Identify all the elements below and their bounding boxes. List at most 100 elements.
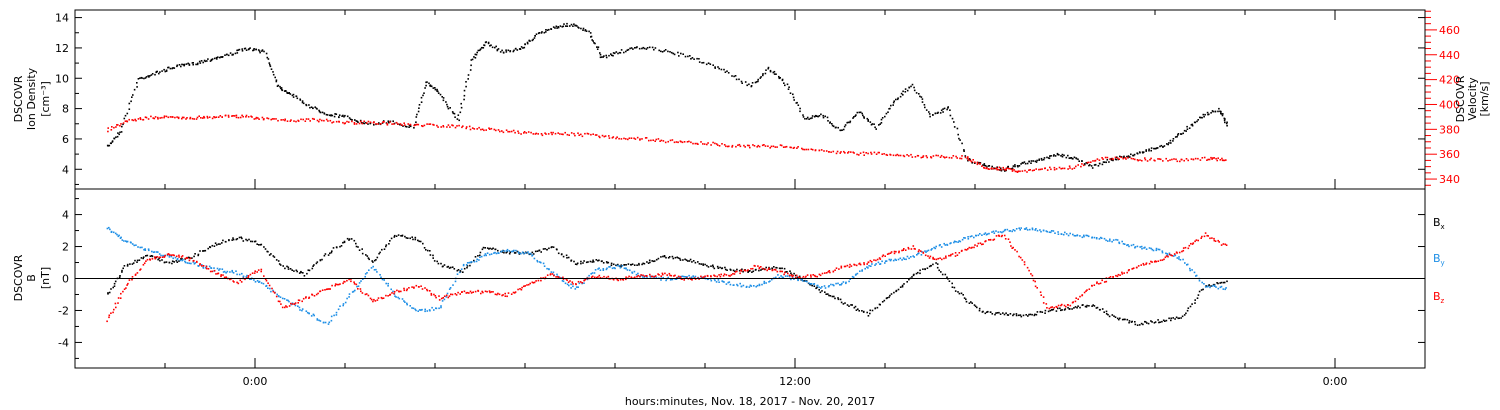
top-series-0-point (130, 100, 132, 103)
bottom-series-Bz-point (939, 257, 941, 259)
bottom-series-Bz-point (821, 272, 824, 275)
top-series-0-point (953, 126, 956, 128)
top-series-1-point (677, 141, 679, 144)
top-series-0-point (1060, 155, 1062, 157)
bottom-series-Bz-point (730, 274, 733, 276)
top-series-0-point (757, 80, 759, 83)
top-series-0-point (818, 115, 821, 117)
bottom-series-By-point (1107, 240, 1109, 242)
top-series-0-point (355, 120, 358, 122)
top-series-0-point (654, 47, 657, 49)
bottom-series-By-point (379, 274, 381, 276)
top-series-1-point (436, 124, 438, 127)
top-series-1-point (746, 144, 749, 147)
top-series-1-point (885, 153, 888, 156)
bottom-series-By-point (736, 283, 738, 286)
bottom-series-Bz-point (325, 288, 328, 291)
top-series-0-point (479, 48, 482, 50)
bottom-series-By-point (426, 310, 429, 312)
bottom-series-Bz-point (980, 243, 983, 246)
bottom-series-Bz-point (579, 281, 582, 283)
bottom-series-Bz-point (1048, 307, 1051, 310)
top-series-0-point (291, 94, 294, 97)
top-series-1-point (944, 156, 946, 159)
bottom-series-Bx-point (924, 268, 926, 271)
bottom-series-Bx-point (685, 259, 688, 261)
bottom-series-Bx-point (509, 251, 512, 253)
bottom-series-By-point (999, 231, 1002, 233)
top-series-0-point (1163, 145, 1166, 147)
bottom-series-By-point (478, 259, 480, 261)
top-series-0-point (1021, 161, 1024, 164)
top-series-1-point (1171, 158, 1173, 161)
bottom-series-Bz-point (239, 279, 242, 282)
bottom-series-By-point (1204, 286, 1207, 288)
bottom-series-By-point (561, 280, 564, 282)
bottom-series-Bz-point (895, 250, 897, 253)
bottom-series-Bx-point (459, 270, 462, 272)
bottom-series-Bx-point (1153, 322, 1156, 324)
top-series-1-point (242, 115, 244, 118)
bottom-series-Bx-point (844, 302, 846, 304)
bottom-series-Bz-point (329, 288, 331, 290)
bottom-series-By-point (1074, 235, 1077, 237)
bottom-series-By-point (1193, 271, 1196, 274)
bottom-series-Bz-point (507, 292, 510, 294)
bottom-series-Bz-point (211, 270, 214, 273)
bottom-series-Bz-point (1028, 269, 1030, 272)
top-series-0-point (422, 94, 424, 97)
top-series-1-point (926, 156, 928, 159)
bottom-series-Bx-point (136, 261, 138, 263)
top-series-0-point (573, 23, 575, 25)
top-series-0-point (323, 113, 326, 115)
bottom-series-Bx-point (287, 268, 290, 270)
bottom-series-Bx-point (114, 280, 117, 283)
top-series-1-point (935, 154, 937, 157)
bottom-series-Bx-point (1028, 313, 1030, 316)
bottom-series-By-point (431, 306, 433, 309)
bottom-series-By-point (395, 296, 397, 298)
bottom-series-By-point (1144, 246, 1146, 249)
top-series-1-point (967, 159, 970, 161)
top-series-0-point (244, 47, 247, 50)
top-series-0-point (619, 52, 622, 54)
bottom-series-Bx-point (300, 271, 302, 274)
bottom-series-Bx-point (197, 253, 200, 256)
top-series-0-point (1070, 157, 1072, 159)
top-series-1-point (417, 123, 420, 126)
top-series-1-point (117, 124, 119, 126)
bottom-series-Bz-point (468, 292, 470, 294)
bottom-series-By-point (381, 278, 384, 281)
top-series-0-point (1172, 138, 1175, 140)
bottom-series-Bx-point (712, 266, 714, 268)
bottom-series-Bx-point (752, 270, 755, 273)
top-series-0-point (811, 115, 814, 117)
top-series-1-point (329, 119, 332, 122)
bottom-series-By-point (606, 267, 608, 270)
bottom-series-By-point (1073, 234, 1076, 237)
bottom-series-Bx-point (142, 256, 145, 258)
bottom-series-By-point (433, 309, 435, 311)
bottom-series-Bx-point (481, 248, 484, 251)
bottom-series-Bz-point (932, 256, 934, 259)
top-series-0-point (811, 117, 813, 119)
bottom-series-Bz-point (527, 283, 530, 286)
bottom-series-Bz-point (466, 291, 469, 294)
top-series-0-point (302, 102, 305, 105)
top-series-0-point (726, 70, 728, 72)
bottom-series-Bz-point (886, 253, 889, 255)
top-series-0-point (305, 104, 308, 107)
top-series-1-point (1006, 167, 1008, 169)
bottom-series-By-point (758, 284, 761, 287)
bottom-series-By-point (645, 275, 647, 277)
top-series-1-point (255, 117, 257, 120)
bottom-series-Bx-point (1108, 315, 1111, 318)
top-series-0-point (1186, 128, 1189, 130)
top-right-tick-label: 420 (1439, 74, 1460, 87)
bottom-series-By-point (1166, 254, 1169, 257)
top-series-0-point (724, 71, 727, 73)
bottom-series-Bx-point (610, 264, 613, 267)
bottom-series-Bx-point (986, 311, 988, 313)
bottom-series-Bz-point (1171, 254, 1174, 257)
bottom-series-Bx-point (232, 238, 235, 241)
